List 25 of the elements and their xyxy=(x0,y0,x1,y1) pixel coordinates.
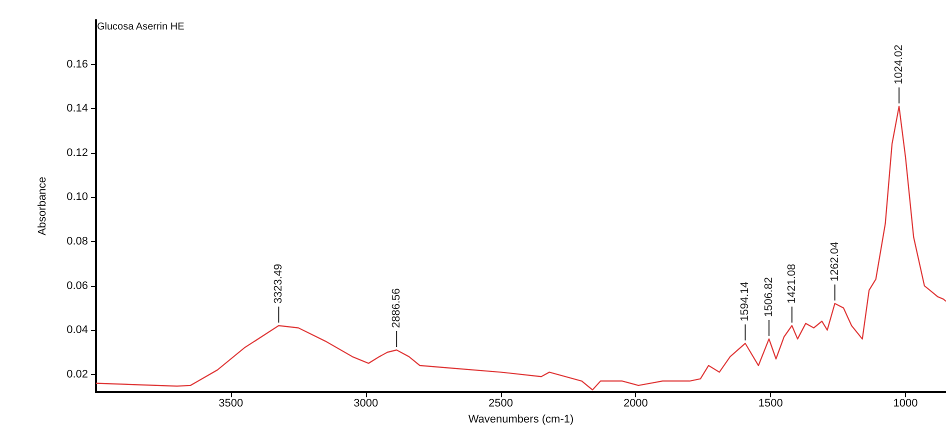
y-tick-label: 0.02 xyxy=(66,368,88,380)
y-tick-label: 0.08 xyxy=(66,235,88,248)
annotation: 3323.49 xyxy=(272,264,285,304)
annotation: 2886.56 xyxy=(390,288,403,328)
y-axis-title: Absorbance xyxy=(36,176,48,236)
annotation: 1421.08 xyxy=(786,264,798,304)
x-tick-label: 1000 xyxy=(893,398,918,410)
y-tick-label: 0.04 xyxy=(66,324,88,336)
y-tick-label: 0.10 xyxy=(66,191,88,204)
annotation: 1262.04 xyxy=(828,242,841,282)
y-tick-label: 0.06 xyxy=(66,280,88,292)
annotation: 1594.14 xyxy=(739,282,752,322)
x-tick-label: 3000 xyxy=(354,398,378,410)
y-tick-label: 0.16 xyxy=(66,58,88,70)
annotation: 1024.02 xyxy=(893,44,906,84)
x-tick-label: 1500 xyxy=(758,398,783,410)
y-tick-label: 0.12 xyxy=(66,146,88,159)
x-tick-label: 2500 xyxy=(488,398,514,410)
chart-title: Glucosa Aserrin HE xyxy=(97,22,185,32)
line-series xyxy=(95,106,946,390)
x-tick-label: 2000 xyxy=(623,398,648,410)
annotation: 1506.82 xyxy=(762,277,775,317)
y-tick-label: 0.14 xyxy=(66,102,88,115)
x-axis-title: Wavenumbers (cm-1) xyxy=(468,414,574,426)
x-tick-label: 3500 xyxy=(218,398,244,410)
